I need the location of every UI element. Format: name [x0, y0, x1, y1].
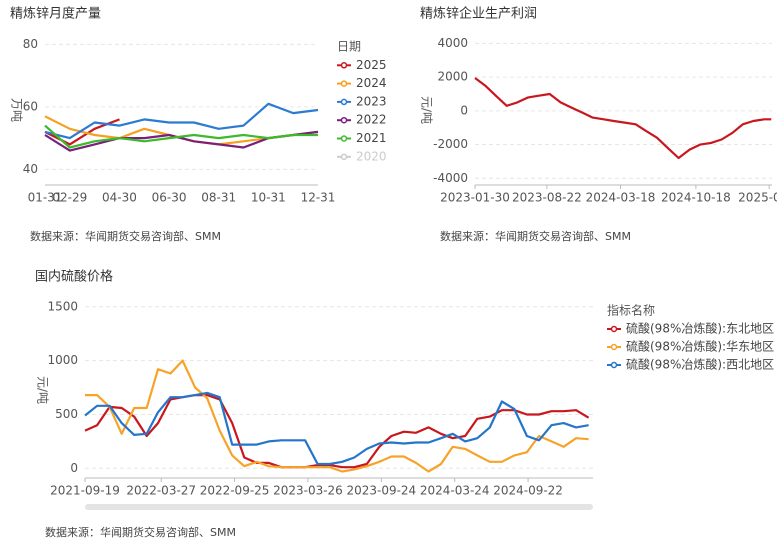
- y-axis-label: 元/吨: [420, 96, 434, 124]
- y-tick-label: -4000: [433, 171, 468, 185]
- legend-swatch-dot: [610, 325, 618, 333]
- x-tick-label: 10-31: [251, 191, 286, 205]
- series-line: [474, 77, 772, 160]
- legend-label[interactable]: 硫酸(98%冶炼酸):东北地区: [626, 321, 774, 336]
- y-tick-label: 4000: [437, 36, 468, 50]
- x-tick-label: 02-29: [52, 191, 87, 205]
- x-tick-label: 2024-03-24: [420, 484, 490, 498]
- x-tick-label: 2021-09-19: [50, 484, 120, 498]
- legend-swatch-dot: [340, 116, 348, 124]
- x-tick-label: 01-31: [28, 191, 63, 205]
- y-axis-label: 元/吨: [36, 376, 50, 404]
- x-tick-label: 08-31: [201, 191, 236, 205]
- series-line: [44, 115, 319, 146]
- series-line: [85, 359, 589, 473]
- x-tick-label: 2024-10-18: [661, 191, 731, 205]
- chart-title: 精炼锌企业生产利润: [420, 6, 537, 22]
- y-tick-label: 1500: [47, 299, 78, 313]
- legend-title: 日期: [337, 40, 361, 54]
- y-tick-label: 60: [23, 99, 38, 113]
- legend-title: 指标名称: [607, 303, 655, 318]
- x-tick-label: 04-30: [102, 191, 137, 205]
- y-axis-label: 万吨: [10, 98, 24, 122]
- series-line: [84, 391, 589, 466]
- legend-label[interactable]: 2022: [356, 113, 387, 127]
- legend-swatch-dot: [340, 98, 348, 106]
- y-tick-label: 0: [460, 103, 468, 117]
- x-tick-label: 06-30: [152, 191, 187, 205]
- x-tick-label: 2024-03-18: [586, 191, 656, 205]
- x-tick-label: 2023-08-22: [512, 191, 582, 205]
- x-tick-label: 2023-01-30: [440, 191, 510, 205]
- x-tick-label: 2024-09-22: [493, 484, 563, 498]
- legend-label[interactable]: 硫酸(98%冶炼酸):华东地区: [626, 339, 774, 354]
- legend-label[interactable]: 硫酸(98%冶炼酸):西北地区: [626, 357, 774, 372]
- source-note: 数据来源：华闻期货交易咨询部、SMM: [45, 525, 236, 539]
- y-tick-label: 1000: [47, 353, 78, 367]
- y-tick-label: 40: [23, 162, 38, 176]
- legend-swatch-dot: [340, 80, 348, 87]
- legend-swatch-dot: [340, 135, 348, 142]
- y-tick-label: 0: [70, 461, 78, 475]
- legend-label[interactable]: 2021: [356, 131, 387, 145]
- source-note: 数据来源：华闻期货交易咨询部、SMM: [30, 229, 221, 243]
- legend-label[interactable]: 2025: [356, 58, 387, 72]
- x-tick-label: 2023-09-24: [346, 484, 416, 498]
- x-tick-label: 2023-03-26: [273, 484, 343, 498]
- x-tick-label: 2025-0: [738, 191, 777, 205]
- y-tick-label: 500: [55, 407, 78, 421]
- legend-label[interactable]: 2020: [356, 149, 387, 163]
- legend-label[interactable]: 2024: [356, 76, 387, 90]
- y-tick-label: -2000: [433, 137, 468, 151]
- legend-swatch-dot: [340, 153, 348, 161]
- series-line: [84, 394, 590, 469]
- legend-label[interactable]: 2023: [356, 94, 387, 108]
- y-tick-label: 2000: [437, 70, 468, 84]
- source-note: 数据来源：华闻期货交易咨询部、SMM: [440, 229, 631, 243]
- legend-swatch-dot: [340, 62, 348, 69]
- legend-swatch-dot: [610, 343, 618, 351]
- chart-title: 国内硫酸价格: [35, 269, 113, 285]
- x-tick-label: 12-31: [301, 191, 336, 205]
- x-tick-label: 2022-03-27: [126, 484, 196, 498]
- y-tick-label: 80: [23, 37, 38, 51]
- legend-swatch-dot: [610, 361, 618, 369]
- x-tick-label: 2022-09-25: [200, 484, 270, 498]
- chart-title: 精炼锌月度产量: [10, 6, 101, 22]
- series-line: [44, 124, 318, 149]
- zoom-bar[interactable]: [85, 504, 593, 510]
- series-line: [44, 102, 319, 140]
